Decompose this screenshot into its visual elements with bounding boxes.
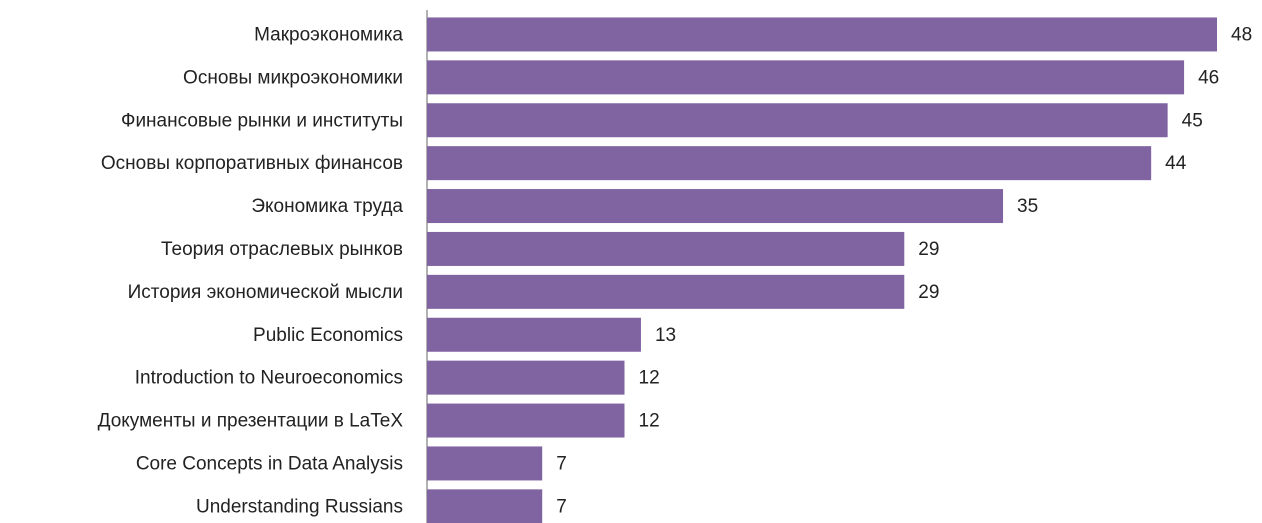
bar [427,403,625,438]
value-label: 35 [1017,196,1038,217]
bar [427,146,1152,181]
bar [427,17,1217,52]
category-label: История экономической мысли [128,282,403,303]
bar [427,231,905,266]
value-label: 13 [655,325,676,346]
bar [427,317,641,352]
category-label: Introduction to Neuroeconomics [135,368,403,389]
category-label: Экономика труда [251,196,403,217]
bar [427,189,1004,224]
bar [427,274,905,309]
value-label: 44 [1165,153,1187,174]
category-label: Документы и презентации в LaTeX [98,411,404,432]
category-label: Public Economics [253,325,403,346]
value-label: 12 [639,368,660,389]
category-label: Core Concepts in Data Analysis [136,453,403,474]
category-label: Теория отраслевых рынков [161,239,403,260]
bar [427,489,543,523]
value-label: 48 [1231,24,1252,45]
value-label: 7 [556,453,567,474]
value-label: 46 [1198,67,1219,88]
bar [427,360,625,395]
value-label: 7 [556,496,567,517]
bar [427,103,1168,138]
bar [427,446,543,481]
value-label: 29 [918,282,939,303]
bar [427,60,1185,95]
category-label: Understanding Russians [196,496,403,517]
value-label: 29 [918,239,939,260]
category-label: Основы микроэкономики [183,67,403,88]
value-label: 12 [639,411,660,432]
category-label: Основы корпоративных финансов [101,153,403,174]
value-label: 45 [1182,110,1203,131]
category-label: Макроэкономика [254,24,403,45]
category-label: Финансовые рынки и институты [121,110,403,131]
